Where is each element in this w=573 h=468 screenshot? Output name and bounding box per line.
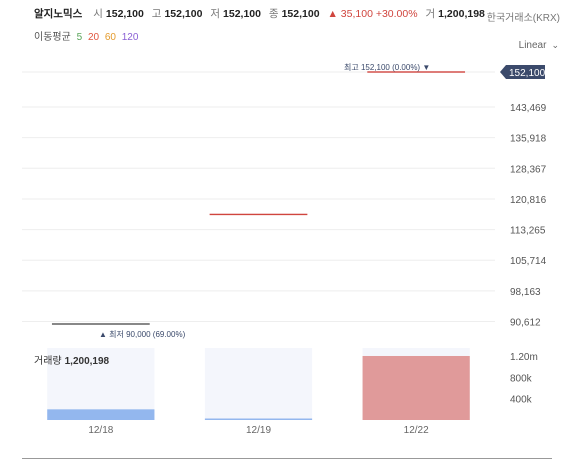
volume-title-value: 1,200,198 [64,356,110,367]
volume-bar [47,409,155,420]
low-value: 152,100 [223,8,261,20]
high-label: 고 [151,8,162,20]
high-value: 152,100 [164,8,203,20]
price-tick-label: 105,714 [510,256,547,267]
price-tick-label: 128,367 [510,164,547,175]
min-annotation: ▲ 최저 90,000 (69.00%) [99,329,186,339]
volume-slot-bg [204,348,313,420]
current-price-label: 152,100 [509,68,546,79]
change-value: ▲ 35,100 +30.00% [327,8,418,20]
open-label: 시 [93,8,103,20]
price-tick-label: 120,816 [510,195,547,206]
volume-value: 1,200,198 [438,8,485,20]
chevron-down-icon: ⌄ [551,40,559,50]
close-value: 152,100 [281,8,320,20]
price-tick-label: 135,918 [510,134,547,145]
ma-5[interactable]: 5 [76,32,83,43]
bottom-divider [22,458,552,459]
volume-title: 거래량 1,200,198 [34,352,109,367]
volume-bar [362,355,470,420]
price-tick-label: 90,612 [510,318,541,329]
price-tick-label: 98,163 [510,287,541,298]
volume-title-label: 거래량 [34,356,62,367]
stock-name: 알지노믹스 [34,8,83,20]
volume-tick-label: 400k [510,395,533,406]
candle [367,71,466,73]
ma-120[interactable]: 120 [121,32,139,43]
date-label: 12/22 [404,425,429,436]
date-label: 12/18 [88,425,113,436]
candle [209,213,308,216]
current-price-tag [500,65,545,79]
moving-average-legend: 이동평균 5 20 60 120 [34,28,141,43]
volume-tick-label: 1.20m [510,352,538,363]
date-label: 12/19 [246,425,271,436]
ma-60[interactable]: 60 [104,32,116,43]
price-tick-label: 113,265 [510,226,546,237]
scale-dropdown[interactable]: Linear ⌄ [519,40,559,51]
ma-20[interactable]: 20 [87,32,100,43]
open-value: 152,100 [105,8,144,20]
close-label: 종 [268,8,279,20]
price-header: 알지노믹스 시 152,100 고 152,100 저 152,100 종 152,10… [34,6,564,24]
max-annotation: 최고 152,100 (0.00%) ▼ [344,62,430,72]
price-tick-label: 143,469 [510,103,547,114]
candle [51,323,150,325]
scale-label: Linear [518,40,547,51]
exchange-label: 한국거래소(KRX) [486,13,560,24]
volume-bar [204,418,313,420]
volume-slot-bg [47,348,155,420]
volume-label: 거 [425,8,436,20]
low-label: 저 [210,8,221,20]
ma-label: 이동평균 [34,32,71,43]
volume-tick-label: 800k [510,373,533,384]
